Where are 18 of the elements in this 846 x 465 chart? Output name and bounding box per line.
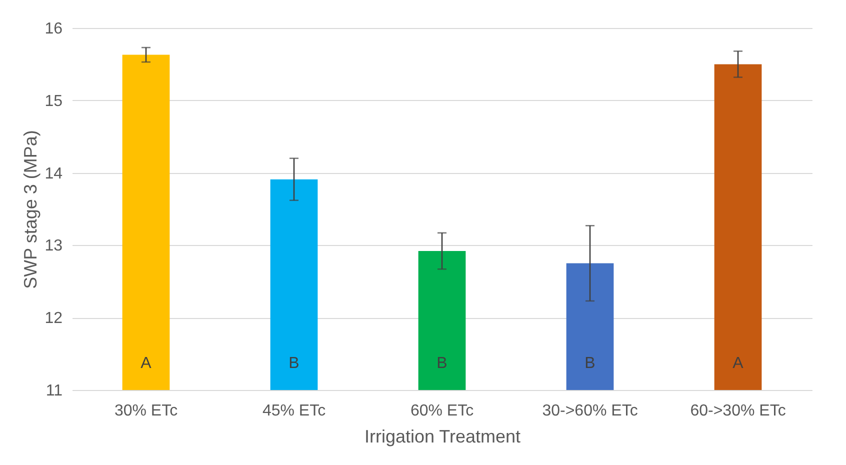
y-tick-label: 13	[44, 238, 63, 255]
y-tick-label: 12	[44, 310, 63, 328]
x-tick-label: 60% ETc	[410, 402, 474, 420]
x-tick-label: 30% ETc	[114, 402, 178, 420]
annotation: A	[732, 355, 744, 372]
x-tick-label: 30->60% ETc	[542, 402, 638, 420]
annotation: B	[288, 355, 300, 372]
y-tick-label: 11	[46, 382, 63, 400]
y-tick-label: 14	[44, 165, 63, 182]
annotation: A	[140, 355, 152, 372]
y-tick-label: 15	[44, 92, 63, 110]
annotation: B	[436, 355, 448, 372]
y-axis-title: SWP stage 3 (MPa)	[20, 130, 41, 289]
x-axis-title: Irrigation Treatment	[364, 426, 521, 446]
y-tick-label: 16	[44, 20, 63, 38]
x-tick-label: 60->30% ETc	[690, 402, 786, 420]
x-tick-label: 45% ETc	[262, 402, 326, 420]
annotation: B	[584, 355, 596, 372]
